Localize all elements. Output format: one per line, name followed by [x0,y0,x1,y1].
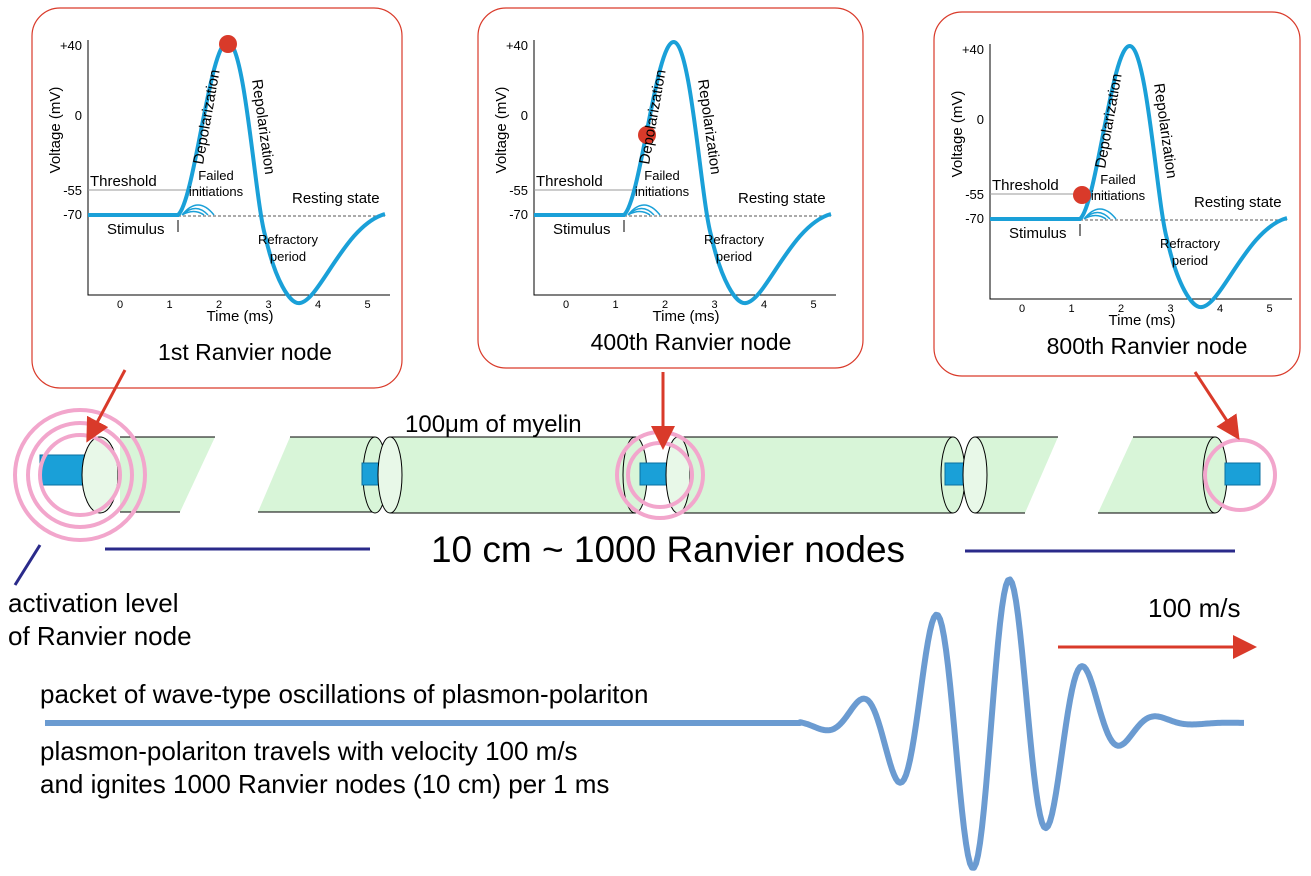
activation-label: activation level [8,588,179,618]
x-tick-label: 1 [166,299,172,311]
axon [39,436,1261,514]
failed-initiations [627,204,661,216]
x-tick-label: 0 [1019,303,1025,315]
y-tick-label: -70 [509,207,528,222]
action-potential [534,40,832,306]
x-tick-label: 1 [1068,303,1074,315]
stimulus-label: Stimulus [553,221,611,238]
refractory-label: period [270,249,306,264]
failed-initiations [1083,208,1117,220]
x-tick-label: 5 [810,299,816,311]
x-tick-label: 2 [216,299,222,311]
x-tick-label: 3 [265,299,271,311]
panel-label: 400th Ranvier node [591,329,792,355]
y-tick-label: 0 [75,108,82,123]
resting-label: Resting state [292,190,380,207]
x-tick-label: 5 [364,299,370,311]
y-tick-label: +40 [962,42,984,57]
x-tick-label: 4 [761,299,767,311]
panel-box [933,11,1301,377]
panel: +40 0 -55 -70 0 1 2 3 4 5 Voltage (mV) Time (ms) Thr… [31,7,403,389]
threshold-label: Threshold [992,177,1059,194]
x-tick-label: 1 [612,299,618,311]
x-tick-label: 2 [1118,303,1124,315]
x-axis-label: Time (ms) [1109,312,1176,329]
resting-label: Resting state [1194,194,1282,211]
x-tick-label: 4 [1217,303,1223,315]
refractory-label: Refractory [704,232,764,247]
panel-box [477,7,864,369]
x-tick-label: 2 [662,299,668,311]
activation-label: of Ranvier node [8,621,192,651]
panel: +40 0 -55 -70 0 1 2 3 4 5 Voltage (mV) Time (ms) Thr… [477,7,864,369]
x-tick-label: 3 [1167,303,1173,315]
current-state [638,126,656,144]
x-tick-label: 5 [1266,303,1272,315]
y-tick-label: 0 [521,108,528,123]
travel-label: and ignites 1000 Ranvier nodes (10 cm) p… [40,769,609,799]
current-state [1073,186,1091,204]
stimulus-label: Stimulus [1009,225,1067,242]
failed-label: Failed [1100,172,1135,187]
y-axis-label: Voltage (mV) [949,91,966,178]
panel-label: 1st Ranvier node [158,339,332,365]
failed-label: initiations [1091,188,1146,203]
stimulus-label: Stimulus [107,221,165,238]
failed-label: Failed [198,168,233,183]
panel-box [31,7,403,389]
plasmon-wave [45,576,1245,871]
x-axis-label: Time (ms) [653,308,720,325]
failed-label: initiations [635,184,690,199]
x-axis-label: Time (ms) [207,308,274,325]
failed-label: initiations [189,184,244,199]
failed-initiations [181,204,215,216]
y-tick-label: -55 [509,183,528,198]
panel: +40 0 -55 -70 0 1 2 3 4 5 Voltage (mV) Time (ms) Thr… [933,11,1301,377]
distance-label: 10 cm ~ 1000 Ranvier nodes [431,529,905,570]
y-tick-label: +40 [60,38,82,53]
threshold-label: Threshold [90,173,157,190]
resting-label: Resting state [738,190,826,207]
current-state [219,35,237,53]
travel-label: plasmon-polariton travels with velocity … [40,736,578,766]
y-axis-label: Voltage (mV) [47,87,64,174]
pointer-arrows [86,369,1257,659]
x-tick-label: 0 [117,299,123,311]
x-tick-label: 0 [563,299,569,311]
x-tick-label: 3 [711,299,717,311]
y-tick-label: -55 [965,187,984,202]
refractory-label: Refractory [258,232,318,247]
panels: +40 0 -55 -70 0 1 2 3 4 5 Voltage (mV) Time (ms) Thr… [31,7,1301,389]
panel-label: 800th Ranvier node [1047,333,1248,359]
velocity-label: 100 m/s [1148,593,1241,623]
y-tick-label: -70 [965,211,984,226]
y-axis-label: Voltage (mV) [493,87,510,174]
refractory-label: period [1172,253,1208,268]
span-lines [13,544,1235,586]
y-tick-label: +40 [506,38,528,53]
threshold-label: Threshold [536,173,603,190]
y-tick-label: 0 [977,112,984,127]
x-tick-label: 4 [315,299,321,311]
refractory-label: period [716,249,752,264]
packet-label: packet of wave-type oscillations of plas… [40,679,648,709]
y-tick-label: -70 [63,207,82,222]
action-potential [990,44,1288,310]
action-potential [88,40,386,306]
failed-label: Failed [644,168,679,183]
refractory-label: Refractory [1160,236,1220,251]
myelin-label: 100μm of myelin [405,411,582,438]
y-tick-label: -55 [63,183,82,198]
